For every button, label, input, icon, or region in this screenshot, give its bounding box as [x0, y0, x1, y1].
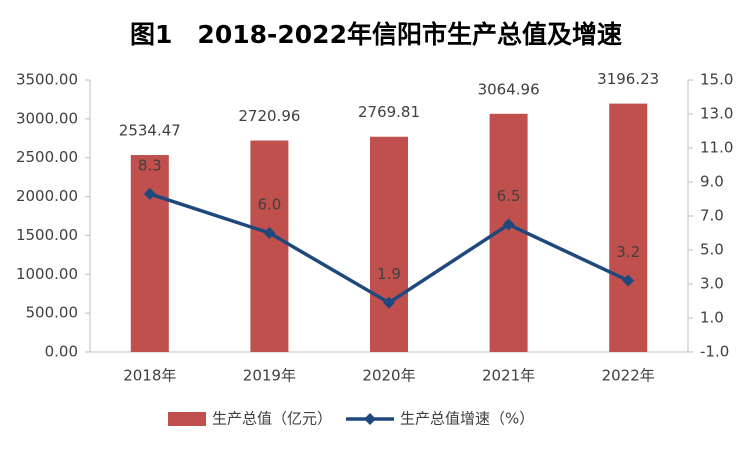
- chart-title: 图1 2018-2022年信阳市生产总值及增速: [130, 20, 622, 49]
- bar: [370, 136, 408, 352]
- bar-value-label: 2720.96: [238, 107, 300, 125]
- line-marker: [502, 218, 515, 231]
- legend-label: 生产总值增速（%）: [400, 410, 534, 428]
- y2-tick-label: 7.0: [700, 207, 724, 225]
- line-marker: [383, 296, 395, 309]
- bar-value-label: 2534.47: [119, 122, 181, 140]
- bar: [130, 155, 169, 352]
- y2-tick-label: 15.0: [700, 71, 733, 89]
- bar-value-label: 2769.81: [358, 103, 420, 121]
- y-tick-label: 2500.00: [16, 148, 78, 166]
- line-marker: [143, 187, 156, 200]
- x-tick-label: 2021年: [482, 367, 535, 385]
- y-tick-label: 2000.00: [16, 187, 78, 205]
- bar-value-label: 3064.96: [478, 80, 540, 98]
- line-marker: [622, 274, 635, 287]
- legend-label: 生产总值（亿元）: [212, 410, 332, 428]
- legend-marker: [364, 413, 377, 425]
- bar-value-label: 3196.23: [597, 70, 659, 88]
- y2-tick-label: 11.0: [700, 139, 733, 157]
- y2-tick-label: -1.0: [700, 343, 729, 361]
- line-marker: [263, 227, 276, 239]
- line-value-label: 1.9: [377, 265, 401, 283]
- line-value-label: 6.5: [497, 187, 521, 205]
- line-value-label: 3.2: [616, 243, 640, 261]
- y-tick-label: 500.00: [26, 304, 79, 322]
- legend-swatch: [168, 412, 206, 426]
- line-value-label: 8.3: [138, 156, 162, 174]
- y-tick-label: 0.00: [45, 343, 78, 361]
- line-value-label: 6.0: [257, 196, 281, 214]
- y2-tick-label: 13.0: [700, 105, 733, 123]
- y-tick-label: 3000.00: [16, 109, 78, 127]
- x-tick-label: 2020年: [362, 367, 415, 385]
- y-tick-label: 1500.00: [16, 226, 78, 244]
- y2-tick-label: 3.0: [700, 275, 724, 293]
- y2-tick-label: 5.0: [700, 241, 724, 259]
- x-tick-label: 2019年: [243, 367, 296, 385]
- y-tick-label: 3500.00: [16, 71, 78, 89]
- bar: [250, 140, 289, 352]
- bar: [609, 103, 648, 352]
- y-tick-label: 1000.00: [16, 265, 78, 283]
- y2-tick-label: 1.0: [700, 309, 724, 327]
- y2-tick-label: 9.0: [700, 173, 724, 191]
- x-tick-label: 2022年: [602, 367, 655, 385]
- x-tick-label: 2018年: [123, 367, 176, 385]
